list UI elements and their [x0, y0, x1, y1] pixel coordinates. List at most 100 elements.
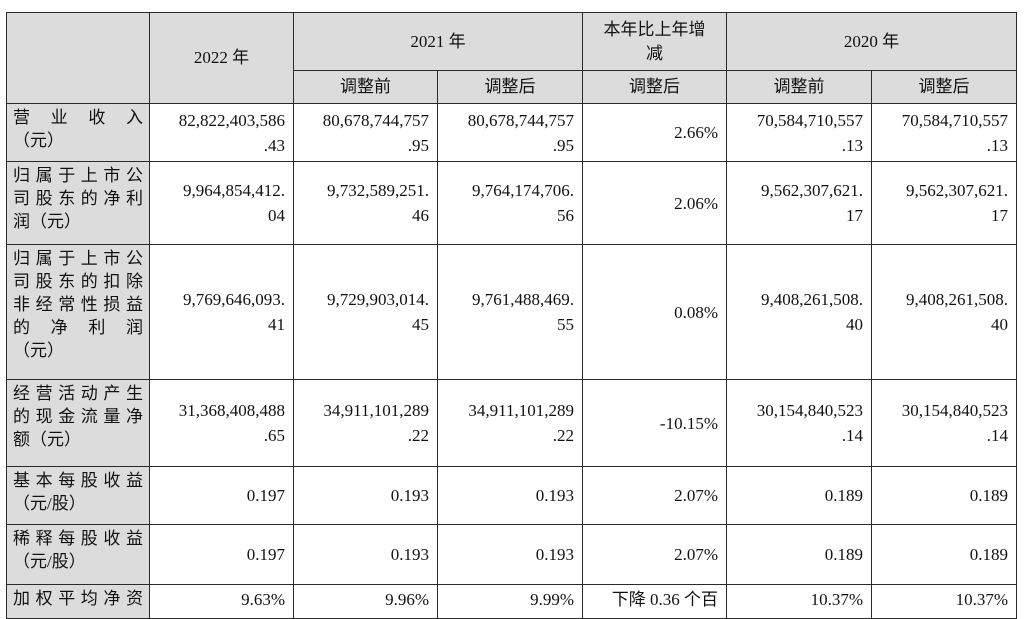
cell-change: 2.07%: [582, 524, 727, 585]
cell-2021-before: 9.96%: [293, 584, 438, 619]
header-change-line1: 本年比上年增: [603, 19, 706, 39]
financial-summary-table: 2022 年 2021 年 本年比上年增 减 2020 年 调整前 调整后 调整…: [6, 12, 1017, 619]
cell-2021-after: 9.99%: [437, 584, 583, 619]
cell-change: 2.07%: [582, 466, 727, 525]
cell-2021-after: 9,764,174,706. 56: [437, 161, 583, 245]
cell-2020-after: 9,562,307,621. 17: [871, 161, 1017, 245]
cell-change: 2.66%: [582, 103, 727, 162]
row-label-line: 归属于上市公: [13, 249, 143, 268]
cell-value-line: .65: [263, 426, 285, 445]
cell-value-line: .22: [407, 426, 429, 445]
header-change-line2: 减: [646, 43, 663, 63]
cell-2020-before: 70,584,710,557 .13: [726, 103, 872, 162]
cell-2020-before: 0.189: [726, 524, 872, 585]
cell-value-line: 9,769,646,093.: [183, 290, 285, 309]
row-label-line: 非经常性损益: [13, 295, 143, 314]
row-label-line: 的现金流量净: [13, 407, 143, 426]
table-body: 营 业 收 入 （元） 82,822,403,586 .43 80,678,74…: [6, 103, 1017, 619]
cell-value-line: .13: [841, 135, 863, 155]
cell-value-line: 31,368,408,488: [178, 401, 285, 420]
row-label-line: 的 净 利 润: [13, 318, 143, 337]
table-row: 稀释每股收益 （元/股） 0.197 0.193 0.193 2.07% 0.1…: [6, 524, 1017, 585]
header-corner-cell: [6, 12, 150, 104]
cell-value-line: 82,822,403,586: [178, 110, 285, 130]
cell-value-line: 80,678,744,757: [322, 110, 429, 130]
header-2021: 2021 年: [293, 12, 583, 71]
cell-2022: 31,368,408,488 .65: [149, 379, 294, 467]
row-label-line: 经营活动产生: [13, 384, 143, 403]
cell-2020-after: 0.189: [871, 466, 1017, 525]
cell-value-line: 9,408,261,508.: [761, 290, 863, 309]
row-label: 稀释每股收益 （元/股）: [6, 524, 150, 585]
cell-2020-after: 70,584,710,557 .13: [871, 103, 1017, 162]
row-label-line: 归属于上市公: [13, 166, 143, 185]
cell-2022: 9,964,854,412. 04: [149, 161, 294, 245]
cell-2022: 9.63%: [149, 584, 294, 619]
row-label-line: 润（元）: [13, 212, 81, 231]
cell-2020-after: 0.189: [871, 524, 1017, 585]
cell-value-line: 9,764,174,706.: [472, 181, 574, 200]
cell-2020-before: 30,154,840,523 .14: [726, 379, 872, 467]
cell-value-line: .22: [552, 426, 574, 445]
row-label-line: （元）: [13, 131, 64, 150]
cell-value-line: 9,732,589,251.: [327, 181, 429, 200]
table-row: 加权平均净资 9.63% 9.96% 9.99% 下降 0.36 个百 10.3…: [6, 584, 1017, 619]
cell-change: 下降 0.36 个百: [582, 584, 727, 619]
cell-value-line: 9,562,307,621.: [906, 181, 1008, 200]
cell-value-line: 30,154,840,523: [756, 401, 863, 420]
cell-value-line: 04: [268, 206, 285, 225]
cell-value-line: .14: [841, 426, 863, 445]
cell-value-line: 9,408,261,508.: [906, 290, 1008, 309]
cell-2020-before: 0.189: [726, 466, 872, 525]
cell-value-line: 9,964,854,412.: [183, 181, 285, 200]
cell-change: -10.15%: [582, 379, 727, 467]
cell-value-line: 41: [268, 315, 285, 334]
table-row: 基本每股收益 （元/股） 0.197 0.193 0.193 2.07% 0.1…: [6, 466, 1017, 525]
row-label-line: （元/股）: [13, 552, 86, 571]
header-change: 本年比上年增 减: [582, 12, 727, 71]
cell-2021-after: 34,911,101,289 .22: [437, 379, 583, 467]
table-row: 归属于上市公 司股东的扣除 非经常性损益 的 净 利 润 （元） 9,769,6…: [6, 244, 1017, 380]
table-row: 归属于上市公 司股东的净利 润（元） 9,964,854,412. 04 9,7…: [6, 161, 1017, 245]
cell-value-line: 46: [412, 206, 429, 225]
cell-2020-after: 10.37%: [871, 584, 1017, 619]
cell-value-line: 30,154,840,523: [901, 401, 1008, 420]
row-label-line: 加权平均净资: [13, 589, 143, 608]
row-label: 加权平均净资: [6, 584, 150, 619]
cell-2021-before: 9,729,903,014. 45: [293, 244, 438, 380]
header-2020: 2020 年: [726, 12, 1017, 71]
cell-value-line: 17: [846, 206, 863, 225]
cell-value-line: 40: [846, 315, 863, 334]
cell-value-line: 34,911,101,289: [323, 401, 429, 420]
row-label-line: （元/股）: [13, 494, 86, 513]
cell-value-line: 9,729,903,014.: [327, 290, 429, 309]
header-2021-before: 调整前: [293, 70, 438, 104]
header-change-after: 调整后: [582, 70, 727, 104]
cell-2021-before: 0.193: [293, 466, 438, 525]
cell-2021-before: 0.193: [293, 524, 438, 585]
cell-2022: 0.197: [149, 524, 294, 585]
cell-change: 0.08%: [582, 244, 727, 380]
cell-value-line: 56: [557, 206, 574, 225]
cell-change: 2.06%: [582, 161, 727, 245]
cell-value-line: .95: [407, 135, 429, 155]
financial-table-container: 2022 年 2021 年 本年比上年增 减 2020 年 调整前 调整后 调整…: [6, 12, 1017, 619]
cell-2022: 82,822,403,586 .43: [149, 103, 294, 162]
cell-value-line: 70,584,710,557: [756, 110, 863, 130]
cell-value-line: .13: [986, 135, 1008, 155]
row-label-line: 稀释每股收益: [13, 529, 143, 548]
cell-value-line: 17: [991, 206, 1008, 225]
cell-2021-before: 9,732,589,251. 46: [293, 161, 438, 245]
row-label: 营 业 收 入 （元）: [6, 103, 150, 162]
cell-2021-after: 0.193: [437, 466, 583, 525]
cell-value-line: 55: [557, 315, 574, 334]
cell-value-line: 80,678,744,757: [467, 110, 574, 130]
cell-value-line: 34,911,101,289: [468, 401, 574, 420]
cell-value-line: 40: [991, 315, 1008, 334]
cell-2021-before: 80,678,744,757 .95: [293, 103, 438, 162]
cell-2020-before: 10.37%: [726, 584, 872, 619]
header-2022: 2022 年: [149, 12, 294, 104]
cell-value-line: 9,562,307,621.: [761, 181, 863, 200]
cell-2021-before: 34,911,101,289 .22: [293, 379, 438, 467]
cell-value-line: 45: [412, 315, 429, 334]
